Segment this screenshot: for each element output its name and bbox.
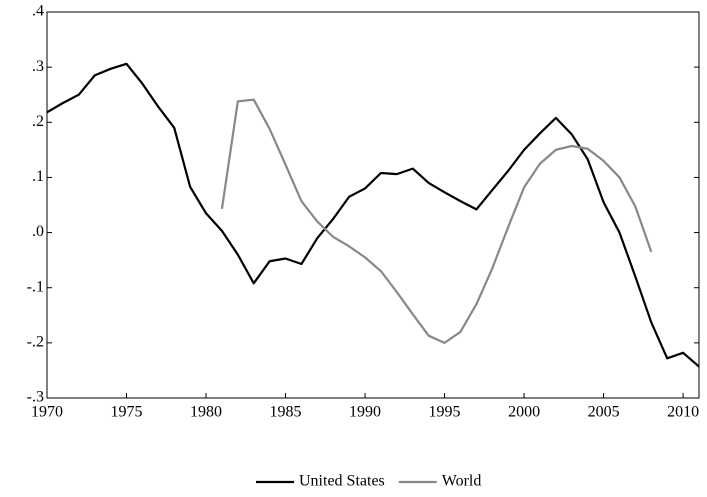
series-line bbox=[46, 62, 700, 368]
y-tick-label: .4 bbox=[32, 3, 44, 20]
series-line bbox=[220, 98, 653, 344]
x-tick-label: 1995 bbox=[429, 404, 461, 421]
x-tick-label: 2005 bbox=[588, 404, 620, 421]
x-tick-label: 1985 bbox=[270, 404, 302, 421]
x-tick-label: 1990 bbox=[349, 404, 381, 421]
x-tick-label: 1980 bbox=[190, 404, 222, 421]
legend-label: World bbox=[442, 473, 482, 490]
y-tick-label: .1 bbox=[32, 168, 44, 185]
x-tick-label: 2000 bbox=[508, 404, 540, 421]
y-tick-label: -.2 bbox=[27, 334, 44, 351]
y-tick-label: .0 bbox=[32, 223, 44, 240]
legend-label: United States bbox=[299, 473, 385, 490]
y-tick-label: .2 bbox=[32, 113, 44, 130]
x-tick-label: 1970 bbox=[31, 404, 63, 421]
y-tick-label: -.3 bbox=[27, 389, 44, 406]
y-tick-label: .3 bbox=[32, 58, 44, 75]
x-tick-label: 1975 bbox=[111, 404, 143, 421]
y-tick-label: -.1 bbox=[27, 278, 44, 295]
plot-frame bbox=[46, 11, 700, 399]
x-tick-label: 2010 bbox=[667, 404, 699, 421]
